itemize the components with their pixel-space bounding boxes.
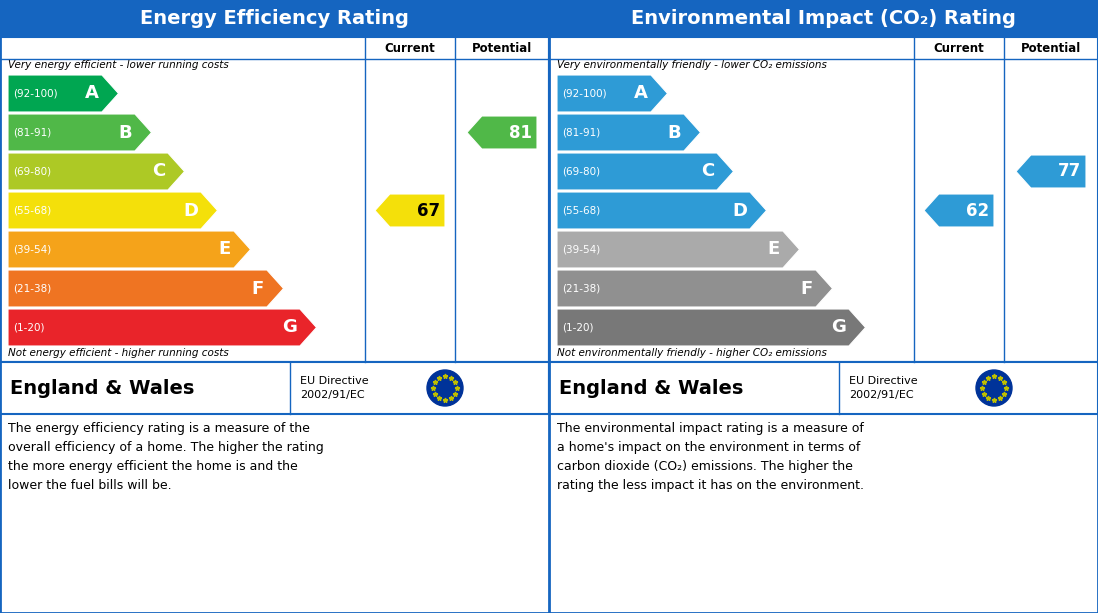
Polygon shape xyxy=(8,114,152,151)
Text: Energy Efficiency Rating: Energy Efficiency Rating xyxy=(141,9,408,28)
Text: (1-20): (1-20) xyxy=(562,322,594,332)
Bar xyxy=(549,37,1098,362)
Text: B: B xyxy=(119,123,132,142)
Polygon shape xyxy=(467,116,537,149)
Text: Potential: Potential xyxy=(472,42,533,55)
Text: F: F xyxy=(251,280,264,297)
Text: (69-80): (69-80) xyxy=(562,167,601,177)
Text: The energy efficiency rating is a measure of the
overall efficiency of a home. T: The energy efficiency rating is a measur… xyxy=(8,422,324,492)
Text: The environmental impact rating is a measure of
a home's impact on the environme: The environmental impact rating is a mea… xyxy=(557,422,864,492)
Polygon shape xyxy=(557,270,832,307)
Text: Potential: Potential xyxy=(1021,42,1082,55)
Text: 81: 81 xyxy=(509,123,533,142)
Polygon shape xyxy=(557,309,865,346)
Text: (81-91): (81-91) xyxy=(13,128,52,137)
Polygon shape xyxy=(925,194,994,227)
Text: G: G xyxy=(282,319,296,337)
Text: Very environmentally friendly - lower CO₂ emissions: Very environmentally friendly - lower CO… xyxy=(557,60,827,70)
Text: C: C xyxy=(701,162,714,180)
Text: EU Directive
2002/91/EC: EU Directive 2002/91/EC xyxy=(849,376,918,400)
Text: England & Wales: England & Wales xyxy=(10,378,194,397)
Circle shape xyxy=(427,370,463,406)
Text: Not environmentally friendly - higher CO₂ emissions: Not environmentally friendly - higher CO… xyxy=(557,348,827,358)
Text: (55-68): (55-68) xyxy=(562,205,601,216)
Polygon shape xyxy=(8,270,283,307)
Text: D: D xyxy=(183,202,198,219)
Polygon shape xyxy=(557,153,733,190)
Text: Not energy efficient - higher running costs: Not energy efficient - higher running co… xyxy=(8,348,228,358)
Text: (92-100): (92-100) xyxy=(13,88,57,99)
Text: (69-80): (69-80) xyxy=(13,167,52,177)
Text: (39-54): (39-54) xyxy=(13,245,52,254)
Text: A: A xyxy=(85,85,99,102)
Text: (55-68): (55-68) xyxy=(13,205,52,216)
Text: (39-54): (39-54) xyxy=(562,245,601,254)
Bar xyxy=(549,0,1098,37)
Text: 62: 62 xyxy=(966,202,989,219)
Polygon shape xyxy=(557,192,766,229)
Polygon shape xyxy=(8,192,217,229)
Text: (21-38): (21-38) xyxy=(13,283,52,294)
Polygon shape xyxy=(8,75,119,112)
Text: (81-91): (81-91) xyxy=(562,128,601,137)
Text: D: D xyxy=(732,202,747,219)
Polygon shape xyxy=(8,231,250,268)
Bar xyxy=(0,37,549,362)
Text: E: E xyxy=(768,240,780,259)
Polygon shape xyxy=(557,114,701,151)
Text: Current: Current xyxy=(384,42,436,55)
Polygon shape xyxy=(8,153,184,190)
Text: G: G xyxy=(831,319,845,337)
Text: E: E xyxy=(219,240,231,259)
Text: 67: 67 xyxy=(417,202,440,219)
Text: England & Wales: England & Wales xyxy=(559,378,743,397)
Text: EU Directive
2002/91/EC: EU Directive 2002/91/EC xyxy=(300,376,369,400)
Text: B: B xyxy=(668,123,681,142)
Text: F: F xyxy=(800,280,813,297)
Text: A: A xyxy=(634,85,648,102)
Bar xyxy=(0,362,549,414)
Text: Current: Current xyxy=(933,42,985,55)
Polygon shape xyxy=(8,309,316,346)
Polygon shape xyxy=(557,231,799,268)
Text: 77: 77 xyxy=(1057,162,1082,180)
Text: Environmental Impact (CO₂) Rating: Environmental Impact (CO₂) Rating xyxy=(631,9,1016,28)
Text: Very energy efficient - lower running costs: Very energy efficient - lower running co… xyxy=(8,60,228,70)
Text: C: C xyxy=(152,162,165,180)
Bar xyxy=(549,362,1098,414)
Polygon shape xyxy=(1016,155,1086,188)
Text: (1-20): (1-20) xyxy=(13,322,45,332)
Bar xyxy=(0,0,549,37)
Polygon shape xyxy=(557,75,668,112)
Text: (21-38): (21-38) xyxy=(562,283,601,294)
Circle shape xyxy=(976,370,1012,406)
Polygon shape xyxy=(376,194,445,227)
Text: (92-100): (92-100) xyxy=(562,88,606,99)
